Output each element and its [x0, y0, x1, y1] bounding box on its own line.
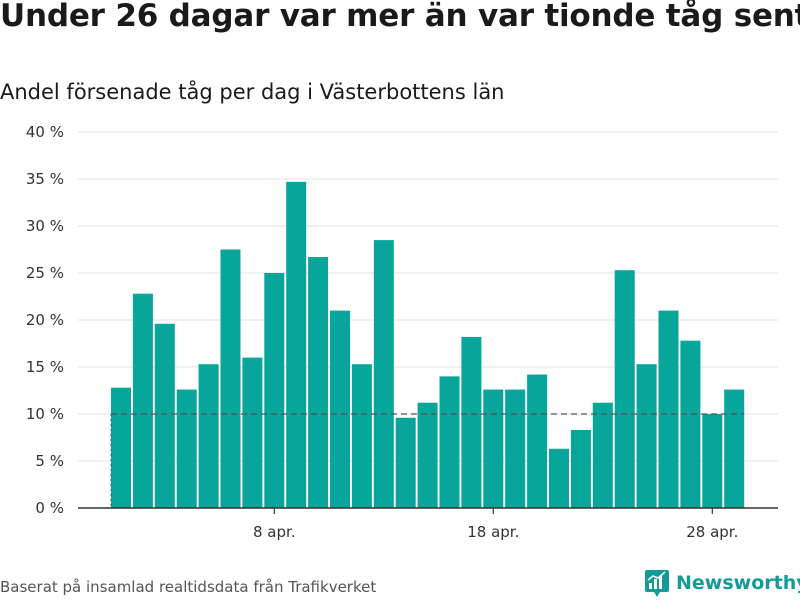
chart-subtitle: Andel försenade tåg per dag i Västerbott…: [0, 80, 505, 104]
bar[interactable]: 25 apr.: 15.3 %: [636, 364, 657, 508]
bar[interactable]: 6 apr.: 27.5 %: [220, 249, 241, 509]
source-note: Baserat på insamlad realtidsdata från Tr…: [0, 578, 377, 596]
y-tick-label: 5 %: [35, 452, 64, 470]
bar[interactable]: 11 apr.: 21 %: [330, 310, 350, 508]
x-tick-label: 18 apr.: [467, 523, 519, 541]
bar[interactable]: 4 apr.: 12.6 %: [176, 389, 197, 508]
bar[interactable]: 2 apr.: 22.8 %: [132, 293, 153, 508]
bar[interactable]: 12 apr.: 15.3 %: [351, 364, 372, 508]
bar[interactable]: 21 apr.: 6.3 %: [549, 448, 569, 508]
bar[interactable]: 5 apr.: 15.3 %: [198, 364, 219, 508]
bar[interactable]: 28 apr.: 10 %: [702, 414, 723, 508]
brand-logo[interactable]: Newsworthy: [644, 568, 800, 598]
bar[interactable]: 8 apr.: 25 %: [264, 273, 285, 508]
y-tick-label: 20 %: [26, 311, 64, 329]
y-tick-label: 30 %: [26, 217, 64, 235]
x-tick-label: 28 apr.: [686, 523, 738, 541]
bar[interactable]: 1 apr.: 12.8 %: [111, 387, 131, 508]
bar[interactable]: 17 apr.: 18.2 %: [461, 336, 482, 508]
newsworthy-logo-icon: [645, 570, 669, 597]
bar[interactable]: 7 apr.: 16 %: [242, 357, 263, 508]
x-tick-label: 8 apr.: [253, 523, 296, 541]
y-tick-label: 15 %: [26, 358, 64, 376]
reference-line-group: [110, 413, 745, 508]
bar[interactable]: 9 apr.: 34.7 %: [286, 181, 307, 508]
bar[interactable]: 10 apr.: 26.7 %: [308, 257, 329, 508]
bar[interactable]: 3 apr.: 19.6 %: [154, 323, 175, 508]
bar[interactable]: 18 apr.: 12.6 %: [483, 389, 504, 508]
y-tick-label: 0 %: [35, 499, 64, 517]
bar[interactable]: 23 apr.: 11.2 %: [592, 402, 613, 508]
bar[interactable]: 15 apr.: 11.2 %: [417, 402, 438, 508]
y-tick-label: 25 %: [26, 264, 64, 282]
bar[interactable]: 20 apr.: 14.2 %: [527, 374, 548, 508]
y-tick-label: 10 %: [26, 405, 64, 423]
bar[interactable]: 24 apr.: 25.3 %: [614, 270, 635, 508]
y-tick-label: 40 %: [26, 123, 64, 141]
bar-series: 1 apr.: 12.8 %2 apr.: 22.8 %3 apr.: 19.6…: [111, 181, 745, 509]
bar[interactable]: 22 apr.: 8.3 %: [570, 429, 591, 508]
y-tick-label: 35 %: [26, 170, 64, 188]
bar[interactable]: 19 apr.: 12.6 %: [505, 389, 526, 508]
bar[interactable]: 16 apr.: 14 %: [439, 376, 460, 508]
bar[interactable]: 13 apr.: 28.5 %: [373, 240, 394, 508]
bar[interactable]: 29 apr.: 12.6 %: [724, 389, 745, 508]
x-axis-ticks: 8 apr. 18 apr. 28 apr.: [253, 508, 738, 541]
chart-title: Under 26 dagar var mer än var tionde tåg…: [0, 0, 800, 34]
brand-name: Newsworthy: [676, 572, 800, 594]
bar[interactable]: 27 apr.: 17.8 %: [680, 340, 701, 508]
bar[interactable]: 14 apr.: 9.6 %: [395, 417, 416, 508]
y-axis-ticks: 0 % 5 % 10 % 15 % 20 % 25 % 30 % 35 % 40 %: [26, 123, 64, 517]
bar[interactable]: 26 apr.: 21 %: [658, 310, 679, 508]
